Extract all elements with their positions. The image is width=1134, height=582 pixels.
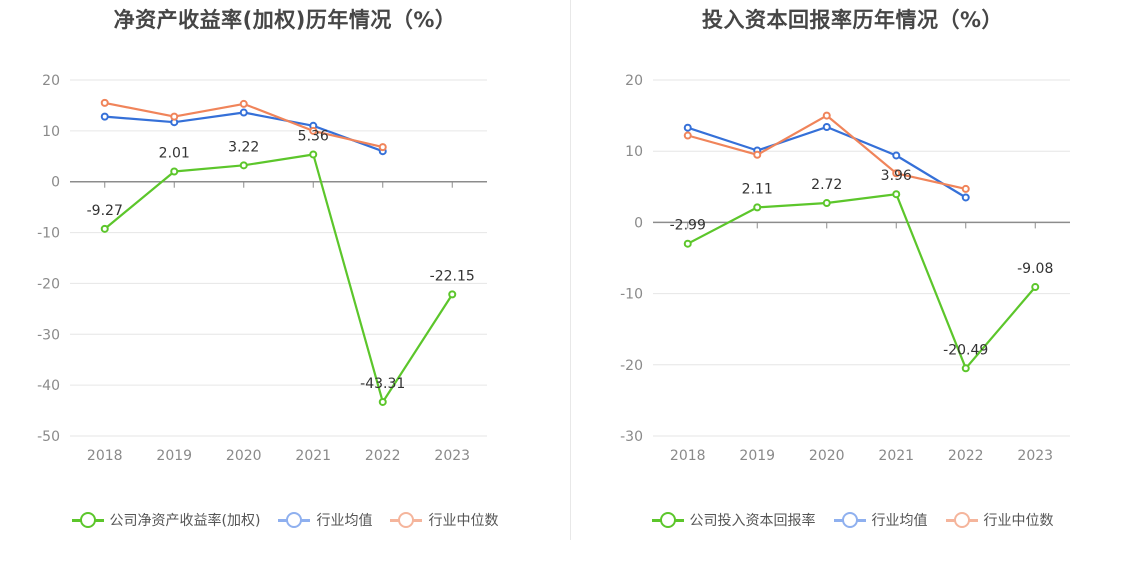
data-label: -20.49 bbox=[943, 342, 988, 358]
x-tick-label: 2019 bbox=[156, 448, 192, 464]
data-label: 2.01 bbox=[159, 145, 190, 161]
legend-label: 行业均值 bbox=[316, 513, 373, 529]
data-point bbox=[892, 190, 901, 199]
data-point bbox=[683, 131, 692, 140]
data-point bbox=[1031, 283, 1040, 292]
data-label: -2.99 bbox=[670, 218, 706, 234]
data-point bbox=[822, 122, 831, 131]
data-point bbox=[683, 239, 692, 248]
data-point bbox=[683, 123, 692, 132]
legend-label: 公司投入资本回报率 bbox=[689, 513, 816, 529]
data-point bbox=[239, 108, 248, 117]
data-point bbox=[892, 169, 901, 178]
y-tick-label: 0 bbox=[51, 175, 60, 191]
data-point bbox=[239, 161, 248, 170]
x-tick-label: 2019 bbox=[739, 448, 775, 464]
data-point bbox=[961, 193, 970, 202]
y-tick-label: 0 bbox=[634, 215, 643, 231]
legend-label: 行业均值 bbox=[871, 513, 928, 529]
y-tick-label: -30 bbox=[37, 327, 60, 343]
legend-swatch-icon bbox=[833, 512, 866, 528]
data-label: -9.08 bbox=[1017, 261, 1053, 277]
y-tick-label: -10 bbox=[37, 226, 60, 242]
legend-item[interactable]: 行业中位数 bbox=[390, 510, 498, 530]
data-point bbox=[753, 150, 762, 159]
x-tick-label: 2022 bbox=[948, 448, 984, 464]
data-label: -22.15 bbox=[430, 268, 475, 284]
x-tick-label: 2022 bbox=[365, 448, 401, 464]
data-point bbox=[100, 98, 109, 107]
y-tick-label: -20 bbox=[37, 276, 60, 292]
data-point bbox=[170, 167, 179, 176]
chart-legend: 公司净资产收益率(加权) 行业均值 行业中位数 bbox=[0, 510, 570, 530]
series-line bbox=[687, 193, 1037, 370]
x-tick-label: 2020 bbox=[226, 448, 262, 464]
x-tick-label: 2021 bbox=[878, 448, 914, 464]
y-tick-label: -30 bbox=[620, 429, 643, 445]
legend-swatch-icon bbox=[945, 512, 978, 528]
data-point bbox=[309, 126, 318, 135]
data-point bbox=[100, 112, 109, 121]
x-tick-label: 2023 bbox=[434, 448, 470, 464]
data-point bbox=[309, 150, 318, 159]
y-tick-label: 10 bbox=[42, 124, 60, 140]
legend-item[interactable]: 行业均值 bbox=[278, 510, 372, 530]
y-tick-label: 20 bbox=[625, 73, 643, 89]
data-point bbox=[753, 203, 762, 212]
chart-title: 投入资本回报率历年情况（%） bbox=[701, 8, 1004, 32]
legend-label: 行业中位数 bbox=[983, 513, 1054, 529]
chart-title: 净资产收益率(加权)历年情况（%） bbox=[113, 8, 457, 32]
roic-chart-panel: 投入资本回报率历年情况（%） 20 10 0 -10 -20 -30 2018 2019 202… bbox=[571, 0, 1134, 582]
legend-swatch-icon bbox=[390, 512, 423, 528]
x-tick-label: 2023 bbox=[1017, 448, 1053, 464]
legend-swatch-icon bbox=[278, 512, 311, 528]
data-label: 2.11 bbox=[742, 181, 773, 197]
series-line bbox=[104, 153, 454, 404]
y-tick-label: -10 bbox=[620, 287, 643, 303]
y-tick-label: 10 bbox=[625, 144, 643, 160]
data-point bbox=[378, 143, 387, 152]
data-label: 3.96 bbox=[881, 168, 912, 184]
legend-swatch-icon bbox=[71, 512, 104, 528]
data-label: 5.36 bbox=[298, 128, 329, 144]
x-tick-label: 2020 bbox=[809, 448, 845, 464]
y-tick-label: -50 bbox=[37, 429, 60, 445]
data-label: -9.27 bbox=[87, 203, 123, 219]
legend-label: 行业中位数 bbox=[428, 513, 499, 529]
data-point bbox=[961, 184, 970, 193]
legend-item[interactable]: 行业中位数 bbox=[945, 510, 1054, 530]
y-tick-label: 20 bbox=[42, 73, 60, 89]
legend-swatch-icon bbox=[651, 512, 684, 528]
data-point bbox=[961, 364, 970, 373]
data-point bbox=[239, 99, 248, 108]
legend-item[interactable]: 行业均值 bbox=[833, 510, 928, 530]
data-point bbox=[448, 290, 457, 299]
data-point bbox=[822, 111, 831, 120]
y-tick-label: -40 bbox=[37, 378, 60, 394]
data-label: 2.72 bbox=[811, 177, 842, 193]
data-point bbox=[892, 151, 901, 160]
roe-chart-panel: 净资产收益率(加权)历年情况（%） 20 10 0 -10 -20 -30 -40 -50 20… bbox=[0, 8, 570, 530]
x-tick-label: 2018 bbox=[87, 448, 123, 464]
x-tick-label: 2021 bbox=[295, 448, 331, 464]
roic-chart-plot: 20 10 0 -10 -20 -30 2018 2019 2020 2021 2022 2023 -2… bbox=[620, 73, 1070, 464]
data-label: -43.31 bbox=[360, 376, 405, 392]
legend-label: 公司净资产收益率(加权) bbox=[109, 513, 261, 529]
data-point bbox=[170, 112, 179, 121]
data-point bbox=[378, 397, 387, 406]
panel-divider bbox=[570, 0, 571, 540]
legend-item[interactable]: 公司净资产收益率(加权) bbox=[71, 510, 261, 530]
data-point bbox=[822, 199, 831, 208]
data-label: 3.22 bbox=[228, 139, 259, 155]
data-point bbox=[100, 224, 109, 233]
y-tick-label: -20 bbox=[620, 358, 643, 374]
legend-item[interactable]: 公司投入资本回报率 bbox=[651, 510, 816, 530]
x-tick-label: 2018 bbox=[670, 448, 706, 464]
roe-chart-plot: 20 10 0 -10 -20 -30 -40 -50 2018 2019 2020 2021 2022… bbox=[37, 73, 487, 464]
chart-legend: 公司投入资本回报率 行业均值 行业中位数 bbox=[571, 510, 1134, 530]
